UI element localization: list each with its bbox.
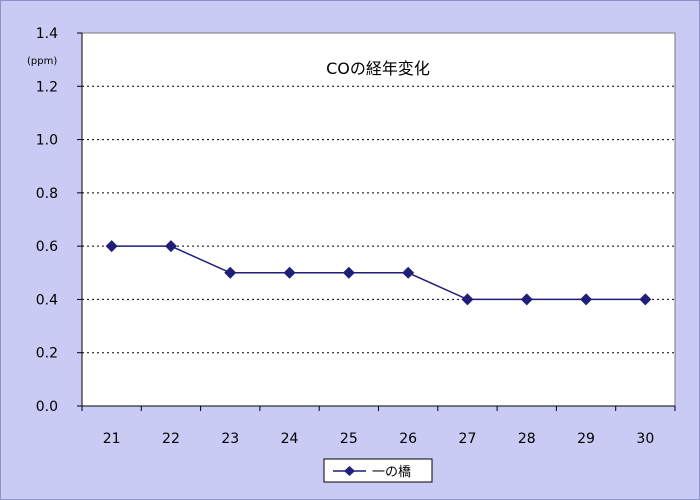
legend-marker-swatch <box>344 466 355 476</box>
data-point-marker <box>402 266 415 279</box>
legend-box <box>323 458 433 483</box>
x-tick-label: 25 <box>340 431 358 447</box>
x-tick-label: 22 <box>162 431 180 447</box>
plot-area <box>81 32 676 407</box>
series-line <box>111 245 646 301</box>
data-point-marker <box>580 293 593 306</box>
y-tick-label: 1.2 <box>36 79 58 95</box>
data-point-marker <box>639 293 652 306</box>
y-tick-label: 0.2 <box>36 346 58 362</box>
y-tick-label: 0.6 <box>36 239 58 255</box>
x-tick-label: 24 <box>281 431 299 447</box>
y-axis-unit-label: (ppm) <box>27 56 57 67</box>
series-layer <box>105 240 652 306</box>
x-tick-label: 23 <box>221 431 239 447</box>
legend: 一の橋 <box>323 458 433 483</box>
data-point-marker <box>164 240 177 253</box>
y-axis-ticks: 0.0 0.2 0.4 0.6 0.8 1.0 1.2 1.4 <box>36 26 82 415</box>
y-tick-label: 1.0 <box>36 133 58 149</box>
x-tick-label: 30 <box>636 431 654 447</box>
y-tick-label: 0.8 <box>36 186 58 202</box>
data-point-marker <box>283 266 296 279</box>
x-tick-label: 28 <box>518 431 536 447</box>
grid-lines <box>82 85 675 354</box>
data-point-marker <box>224 266 237 279</box>
y-tick-label: 0.0 <box>36 399 58 415</box>
x-tick-label: 26 <box>399 431 417 447</box>
x-tick-label: 29 <box>577 431 595 447</box>
x-axis-ticks: 21 22 23 24 25 26 27 28 29 30 <box>81 406 676 447</box>
y-tick-label: 1.4 <box>36 26 58 42</box>
x-tick-label: 27 <box>459 431 477 447</box>
legend-series-label: 一の橋 <box>372 465 411 480</box>
x-tick-label: 21 <box>103 431 121 447</box>
data-point-marker <box>342 266 355 279</box>
data-point-marker <box>520 293 533 306</box>
y-tick-label: 0.4 <box>36 292 58 308</box>
chart-title: COの経年変化 <box>326 59 430 78</box>
data-point-marker <box>105 240 118 253</box>
data-point-marker <box>461 293 474 306</box>
